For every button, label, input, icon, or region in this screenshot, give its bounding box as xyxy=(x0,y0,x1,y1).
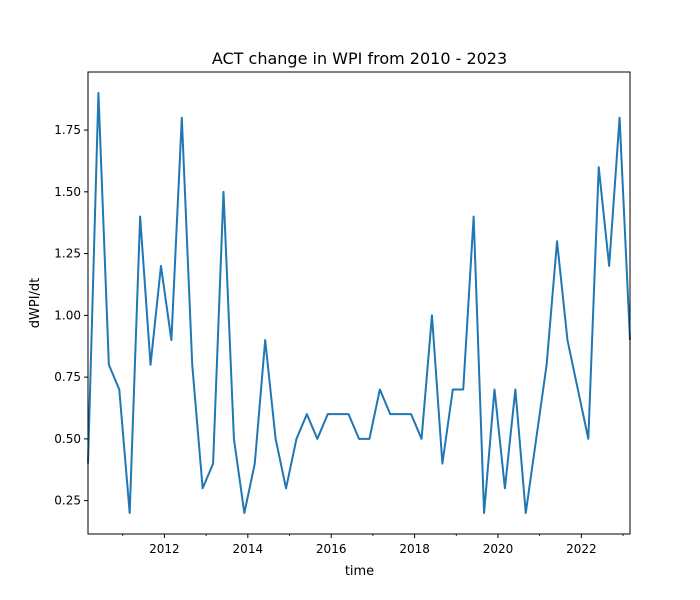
chart-title: ACT change in WPI from 2010 - 2023 xyxy=(212,49,507,68)
y-ticks: 0.25 0.50 0.75 1.00 1.25 1.50 1.75 xyxy=(54,123,88,508)
y-tick-label: 1.00 xyxy=(54,308,81,322)
y-tick-label: 1.25 xyxy=(54,247,81,261)
x-tick-label: 2020 xyxy=(483,542,514,556)
y-tick-label: 0.25 xyxy=(54,494,81,508)
x-axis-label: time xyxy=(345,564,374,579)
x-tick-label: 2016 xyxy=(316,542,347,556)
y-tick-label: 1.50 xyxy=(54,185,81,199)
x-tick-label: 2012 xyxy=(149,542,180,556)
series-layer xyxy=(87,92,631,514)
y-tick-label: 0.75 xyxy=(54,370,81,384)
series-line xyxy=(87,92,631,514)
y-tick-label: 1.75 xyxy=(54,123,81,137)
x-tick-label: 2022 xyxy=(566,542,597,556)
y-tick-label: 0.50 xyxy=(54,432,81,446)
y-axis-label: dWPI/dt xyxy=(28,278,43,329)
plot-frame xyxy=(87,71,631,535)
x-ticks: 2012 2014 2016 2018 2020 2022 xyxy=(122,534,624,556)
x-tick-label: 2018 xyxy=(399,542,430,556)
x-tick-label: 2014 xyxy=(233,542,264,556)
